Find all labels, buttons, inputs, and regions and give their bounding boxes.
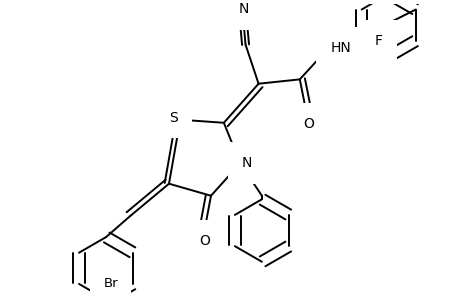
Text: F: F — [374, 34, 382, 48]
Text: N: N — [241, 156, 252, 170]
Text: HN: HN — [330, 41, 350, 55]
Text: N: N — [238, 2, 248, 16]
Text: S: S — [169, 111, 178, 124]
Text: Br: Br — [103, 278, 118, 290]
Text: O: O — [302, 117, 313, 131]
Text: O: O — [199, 234, 209, 248]
